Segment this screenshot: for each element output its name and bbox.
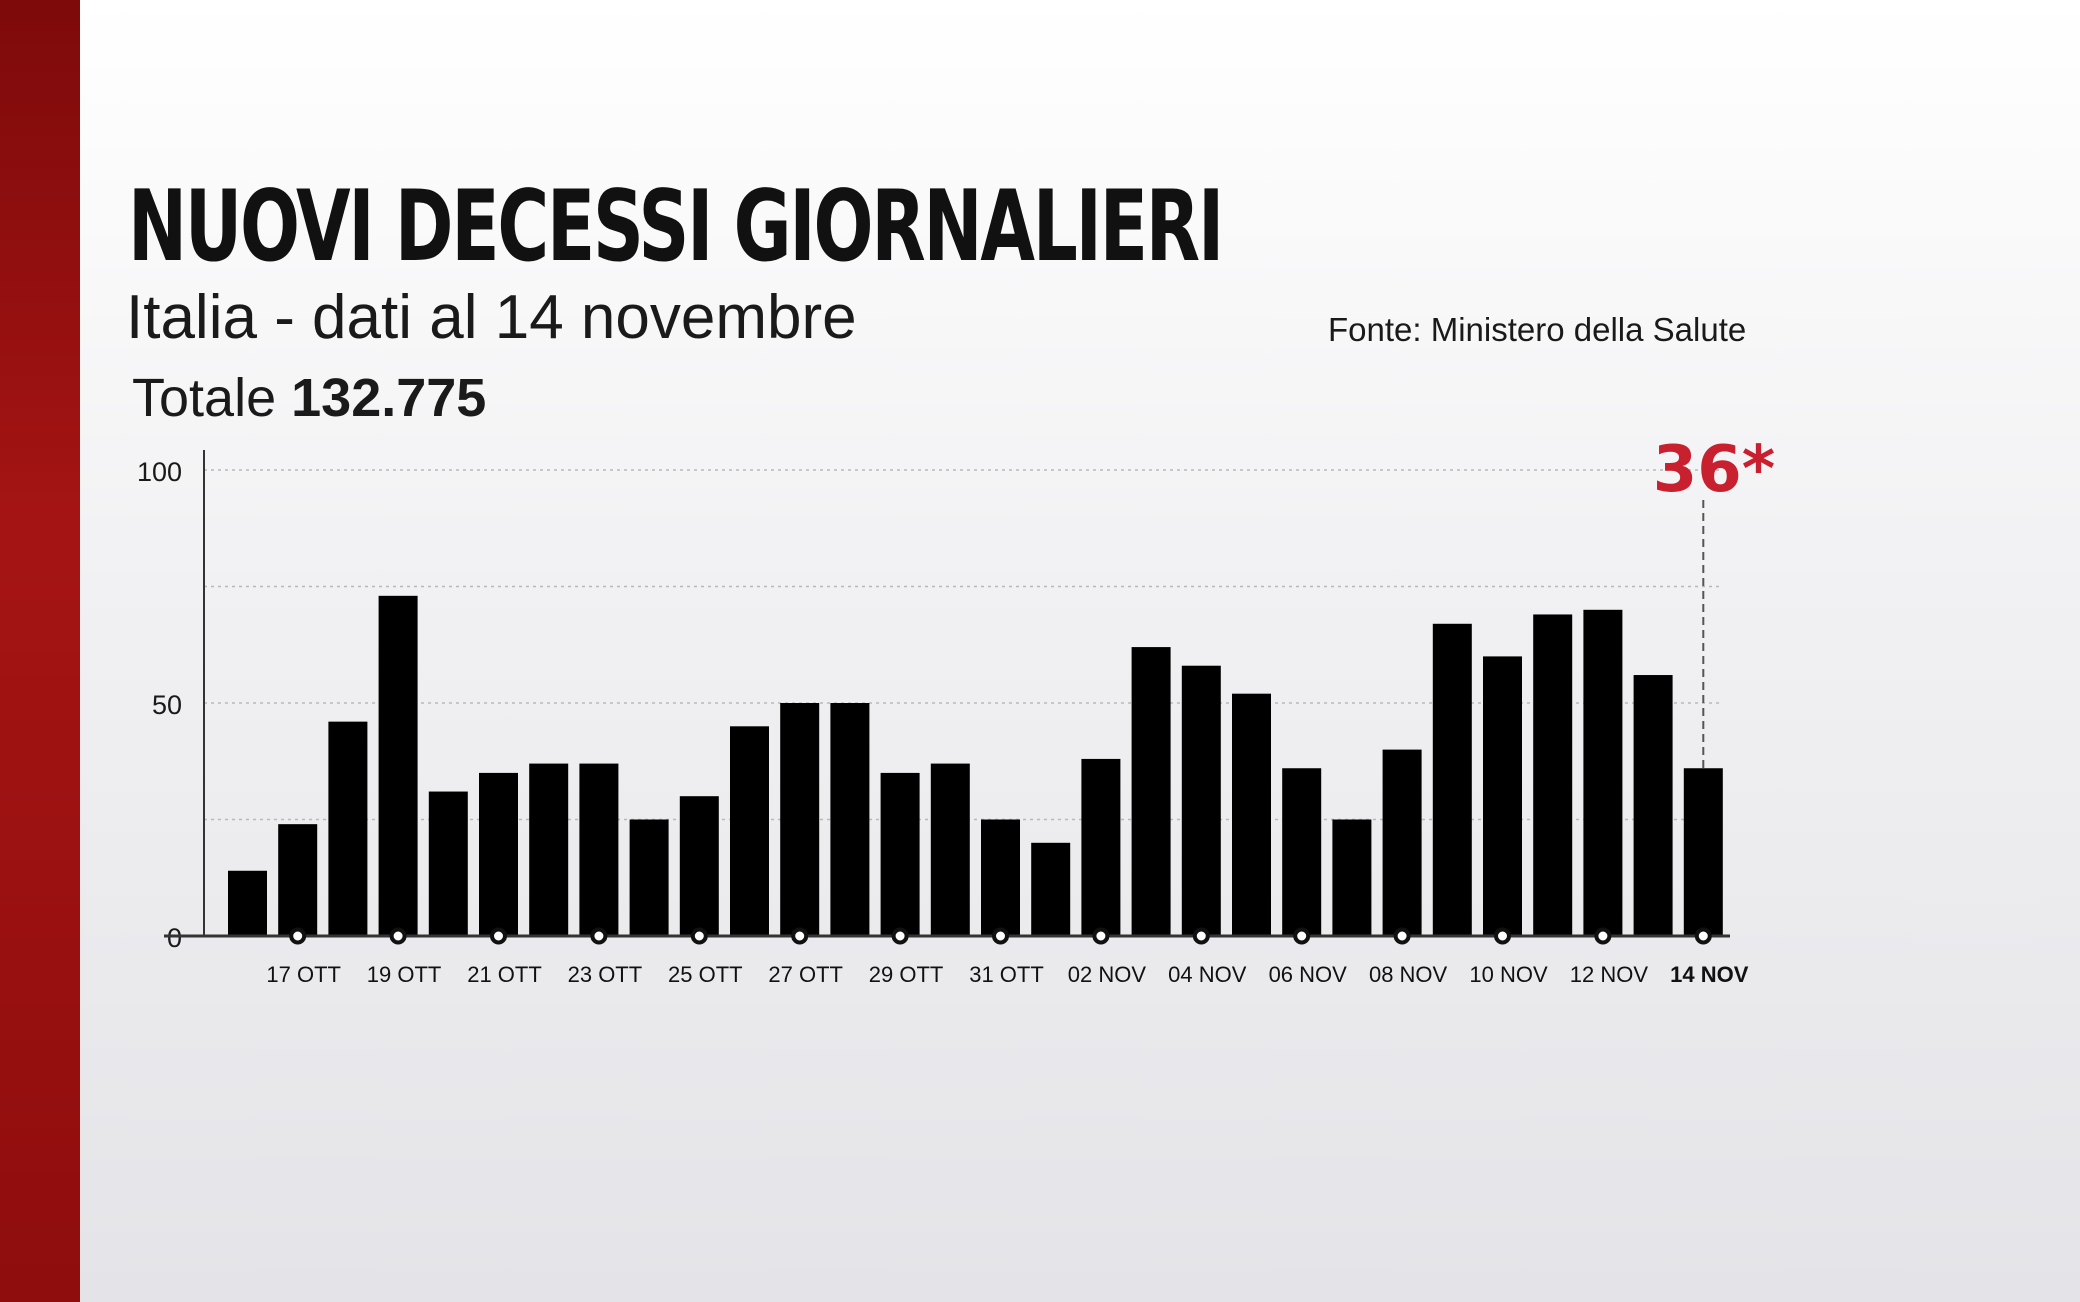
x-tick-marker <box>1393 927 1411 945</box>
bar <box>830 703 870 936</box>
x-tick-label: 29 OTT <box>869 962 944 987</box>
x-tick-label: 04 NOV <box>1168 962 1247 987</box>
bar <box>529 763 569 936</box>
bar <box>1081 758 1121 936</box>
x-tick-label: 10 NOV <box>1469 962 1548 987</box>
x-tick-label: 06 NOV <box>1269 962 1348 987</box>
x-tick-marker <box>891 927 909 945</box>
x-tick-label: 08 NOV <box>1369 962 1448 987</box>
x-tick-marker <box>992 927 1009 945</box>
x-tick-label: 31 OTT <box>969 962 1044 987</box>
bar <box>378 595 418 936</box>
x-tick-marker <box>1192 927 1210 945</box>
bar <box>1232 693 1271 936</box>
y-tick-label: 50 <box>152 690 182 720</box>
total-label: Totale <box>132 368 277 428</box>
bar <box>1031 842 1071 936</box>
x-tick-marker <box>490 927 507 945</box>
x-tick-label: 12 NOV <box>1570 962 1649 987</box>
bar <box>278 824 318 936</box>
highlight-value-label: 36* <box>1653 433 1776 507</box>
x-tick-marker <box>1494 927 1511 945</box>
bar <box>1432 623 1472 936</box>
bar <box>730 726 769 936</box>
side-color-band <box>0 0 80 1302</box>
y-tick-label: 0 <box>167 923 182 953</box>
bar <box>328 721 368 936</box>
x-tick-marker <box>690 927 708 945</box>
bar <box>981 819 1020 936</box>
x-tick-marker <box>1092 927 1110 945</box>
bar <box>1583 609 1623 936</box>
x-tick-label: 25 OTT <box>668 962 743 987</box>
chart-subtitle: Italia - dati al 14 novembre <box>126 283 857 352</box>
bar <box>228 870 267 936</box>
bar <box>629 819 669 936</box>
bar <box>1683 768 1723 936</box>
y-tick-label: 100 <box>137 457 182 487</box>
x-tick-marker <box>1293 927 1311 945</box>
bar <box>1633 675 1673 936</box>
x-tick-label: 17 OTT <box>266 962 341 987</box>
bar <box>1282 768 1322 936</box>
x-tick-marker <box>1594 927 1612 945</box>
total-value: 132.775 <box>291 368 487 428</box>
x-tick-marker <box>590 927 608 945</box>
x-tick-marker <box>289 927 307 945</box>
bar <box>1483 656 1522 936</box>
bar <box>679 796 719 936</box>
chart-title: NUOVI DECESSI GIORNALIERI <box>128 170 1224 284</box>
bar <box>880 772 920 936</box>
bar <box>1131 647 1171 936</box>
bar <box>1332 819 1372 936</box>
bar <box>428 791 468 936</box>
x-tick-marker <box>389 927 407 945</box>
bar <box>930 763 970 936</box>
x-tick-label: 02 NOV <box>1068 962 1147 987</box>
x-tick-label: 19 OTT <box>367 962 442 987</box>
x-tick-marker <box>1694 927 1712 945</box>
data-source: Fonte: Ministero della Salute <box>1328 311 1747 348</box>
bar <box>579 763 619 936</box>
bar <box>1382 749 1422 936</box>
bar <box>1181 665 1221 936</box>
bar <box>780 703 820 936</box>
x-tick-label: 23 OTT <box>568 962 643 987</box>
bar <box>479 772 518 936</box>
x-tick-marker <box>791 927 809 945</box>
x-tick-label: 27 OTT <box>768 962 843 987</box>
x-tick-label: 21 OTT <box>467 962 542 987</box>
total-line: Totale 132.775 <box>132 367 486 429</box>
bar <box>1533 614 1573 936</box>
x-tick-label: 14 NOV <box>1670 962 1749 987</box>
